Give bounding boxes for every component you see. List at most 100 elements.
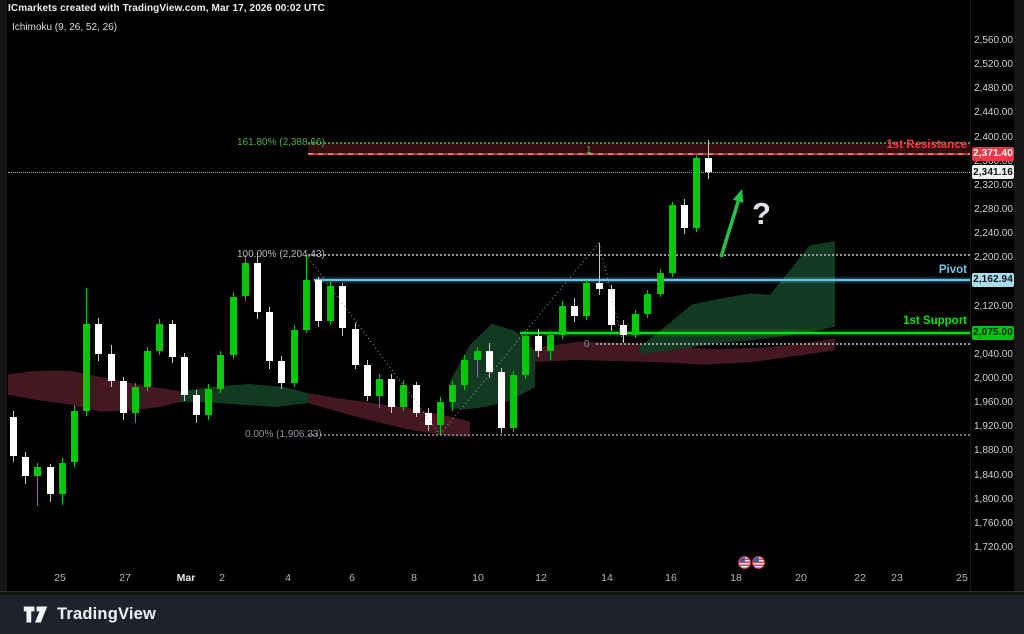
candle (705, 158, 713, 173)
pivot-line[interactable] (314, 278, 970, 281)
support-line[interactable] (520, 331, 970, 334)
price-axis-label: 1,920.00 (974, 421, 1013, 433)
candle (327, 286, 335, 321)
price-axis-label: 2,120.00 (974, 300, 1013, 312)
time-axis-tick: 12 (535, 572, 547, 584)
candle (583, 282, 591, 317)
time-axis-tick: 18 (730, 572, 742, 584)
candle (559, 305, 566, 335)
price-axis-label: 2,360.00 (974, 155, 1013, 167)
candle (632, 314, 640, 335)
time-axis-tick: 27 (119, 572, 131, 584)
support-label[interactable]: 1st Support (903, 315, 967, 328)
us-flag-event-icon[interactable] (738, 556, 751, 569)
resistance-zone[interactable] (308, 143, 970, 154)
time-axis-tick: 14 (601, 572, 613, 584)
chart-background[interactable] (7, 0, 1014, 591)
candle (620, 324, 627, 335)
candle (229, 296, 237, 355)
time-axis-tick: 23 (891, 572, 903, 584)
price-axis-label: 2,320.00 (974, 179, 1013, 191)
fib-dotted-level[interactable] (308, 142, 970, 145)
candle (498, 372, 505, 428)
price-axis-label: 2,560.00 (974, 35, 1013, 46)
candle (315, 280, 322, 321)
price-axis-label: 2,200.00 (974, 252, 1013, 264)
candle (644, 293, 652, 314)
candle (412, 385, 420, 413)
footer-separator (0, 591, 1024, 592)
tradingview-logo-icon (23, 606, 48, 623)
ichimoku-indicator-label[interactable]: Ichimoku (9, 26, 52, 26) (12, 22, 118, 33)
candle (607, 288, 615, 325)
candle (71, 411, 78, 463)
us-flag-event-icon[interactable] (752, 556, 765, 569)
time-axis-tick: 20 (795, 572, 807, 584)
candle (681, 205, 688, 229)
candle (339, 286, 347, 329)
candle (595, 282, 603, 289)
candle (522, 335, 530, 375)
fib-dotted-level[interactable] (596, 342, 970, 345)
time-axis-tick: 2 (219, 572, 225, 584)
candle (302, 280, 310, 330)
candle (10, 417, 17, 457)
pivot-label[interactable]: Pivot (938, 264, 967, 277)
candle (254, 263, 261, 312)
resistance-label[interactable]: 1st Resistance (886, 139, 967, 152)
pivot-price-badge: 2,162.94 (972, 272, 1014, 287)
candle (22, 456, 30, 476)
candle (217, 355, 225, 389)
time-axis-tick: 25 (956, 572, 968, 584)
attribution-text: ICmarkets created with TradingView.com, … (8, 3, 325, 14)
price-axis-label: 1,840.00 (974, 469, 1013, 481)
candle (95, 323, 103, 354)
fib-level-label: 161.80% (2,388.66) (237, 137, 325, 149)
candle-wick (37, 462, 39, 506)
resistance-price-badge: 2,371.40 (972, 146, 1014, 161)
support-price-badge: 2,075.00 (972, 325, 1014, 340)
candle (668, 205, 676, 273)
time-axis-tick: 10 (472, 572, 484, 584)
price-axis-label: 2,480.00 (974, 83, 1013, 95)
price-axis-label: 2,280.00 (974, 204, 1013, 215)
price-axis-label: 2,440.00 (974, 107, 1013, 119)
price-axis-separator (970, 0, 971, 591)
candle (144, 350, 152, 387)
fib-extension-tag: 0 (584, 338, 590, 350)
candle (241, 263, 249, 297)
candle (693, 158, 701, 229)
candle (437, 402, 444, 425)
resistance-line[interactable] (308, 152, 970, 155)
candle (34, 467, 42, 476)
candle (156, 323, 164, 351)
candle (449, 385, 457, 403)
candle (119, 381, 127, 413)
candle (376, 379, 383, 397)
price-axis-label: 2,240.00 (974, 228, 1013, 240)
candle (656, 273, 664, 294)
candle (571, 305, 579, 317)
fib-dotted-level[interactable] (8, 171, 970, 173)
candle (290, 329, 298, 383)
fib-extension-tag: 1 (586, 145, 592, 157)
tradingview-brand-text: TradingView (57, 605, 157, 623)
candle (132, 387, 139, 414)
tradingview-logo[interactable]: TradingView (22, 605, 156, 624)
price-axis-label: 2,520.00 (974, 59, 1013, 71)
candle (46, 467, 54, 494)
price-axis-label: 2,000.00 (974, 373, 1013, 384)
question-mark-annotation[interactable]: ? (752, 196, 771, 231)
candle (546, 334, 554, 351)
fib-dotted-level[interactable] (308, 253, 970, 256)
price-axis-label: 1,960.00 (974, 397, 1013, 409)
candle (473, 350, 481, 360)
time-axis-tick: Mar (176, 572, 196, 584)
candle (400, 385, 408, 407)
fib-dotted-level[interactable] (308, 433, 970, 436)
time-axis-tick: 8 (411, 572, 417, 584)
candle (351, 328, 359, 365)
candle (266, 311, 274, 362)
candle (168, 323, 176, 357)
